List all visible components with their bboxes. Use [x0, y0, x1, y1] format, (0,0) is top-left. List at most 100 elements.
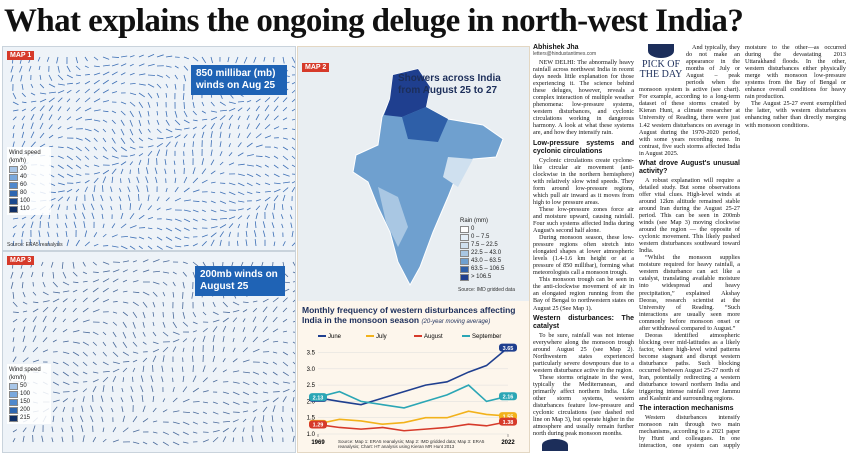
wind-arrow: [84, 56, 88, 62]
wind-arrow: [30, 214, 36, 220]
wind-arrow: [172, 321, 178, 329]
map-title: Showers across India from August 25 to 2…: [398, 73, 501, 96]
wind-arrow: [72, 298, 77, 303]
wind-arrow: [183, 56, 189, 60]
wind-arrow: [111, 407, 114, 413]
wind-arrow: [162, 409, 168, 413]
wind-arrow: [110, 186, 113, 193]
legend-label: June: [328, 334, 342, 340]
wind-arrow: [101, 213, 104, 220]
wind-arrow: [212, 335, 215, 343]
wind-arrow: [183, 176, 188, 184]
wind-arrow: [282, 155, 289, 161]
wind-arrow: [173, 160, 176, 166]
wind-arrow: [138, 214, 145, 220]
wind-arrow: [52, 306, 58, 313]
wind-arrow: [201, 110, 207, 114]
wind-arrow: [22, 301, 28, 305]
y-tick-label: 1.0: [307, 432, 316, 438]
legend-label: August: [424, 334, 443, 340]
wind-arrow: [142, 269, 150, 273]
wind-arrow: [282, 164, 289, 170]
legend-swatch: [9, 197, 18, 205]
wind-arrow: [30, 122, 34, 130]
wind-arrow: [182, 421, 190, 425]
wind-arrow: [66, 89, 72, 94]
wind-arrow: [39, 74, 42, 80]
wind-arrow: [84, 65, 89, 69]
wind-arrow: [62, 351, 70, 355]
wind-arrow: [273, 115, 279, 121]
wind-arrow: [182, 311, 186, 319]
legend-swatch: [9, 165, 18, 173]
legend-item: 200: [9, 406, 49, 414]
wind-arrow: [129, 154, 136, 157]
wind-arrow: [66, 155, 73, 161]
legend-swatch: [9, 181, 18, 189]
wind-arrow: [242, 309, 248, 313]
paragraph: Cyclonic circulations create cyclone-lik…: [533, 156, 634, 206]
wind-arrow: [192, 421, 198, 425]
wind-arrow: [102, 438, 107, 443]
wind-arrow: [192, 337, 196, 343]
wind-arrow: [264, 191, 271, 193]
wind-arrow: [129, 213, 135, 220]
wind-arrow: [210, 209, 217, 213]
wind-arrow: [201, 200, 207, 203]
map-1: MAP 1 850 millibar (mb) winds on Aug 25 …: [2, 46, 296, 251]
wind-arrow: [255, 199, 261, 202]
wind-arrow: [210, 56, 213, 64]
wind-arrow: [291, 173, 295, 175]
wind-arrow: [12, 141, 15, 148]
wind-arrow: [132, 376, 134, 383]
wind-arrow: [111, 91, 118, 94]
wind-arrow: [183, 227, 190, 231]
wind-arrow: [112, 439, 119, 443]
wind-arrow: [174, 236, 182, 241]
wind-arrow: [228, 123, 232, 130]
wind-arrow: [38, 230, 41, 238]
wind-arrow: [228, 200, 236, 204]
wind-arrow: [152, 331, 157, 337]
wind-arrow: [61, 427, 64, 433]
wind-arrow: [62, 381, 70, 386]
wind-arrow: [48, 114, 53, 121]
legend-label: 50: [20, 383, 27, 389]
wind-arrow: [75, 106, 81, 112]
wind-arrow: [291, 82, 295, 85]
wind-arrow: [212, 401, 218, 405]
wind-arrow: [21, 92, 26, 98]
wind-arrow: [52, 281, 58, 288]
wind-arrow: [219, 224, 227, 229]
wind-arrow: [21, 216, 27, 220]
wind-arrow: [122, 269, 128, 273]
wind-arrow: [152, 291, 158, 297]
wind-arrow: [262, 391, 269, 394]
wind-arrow: [120, 161, 127, 166]
wind-arrow: [62, 307, 67, 313]
wind-arrow: [65, 230, 68, 238]
wind-arrow: [232, 337, 235, 343]
wind-arrow: [242, 301, 249, 303]
wind-arrow: [210, 110, 218, 113]
wind-arrow: [182, 441, 189, 444]
wind-arrow: [290, 222, 293, 229]
wind-arrow: [129, 225, 137, 229]
wind-arrow: [132, 321, 136, 329]
wind-arrow: [62, 406, 66, 413]
wind-arrow: [138, 245, 143, 250]
y-tick-label: 3.5: [307, 351, 316, 357]
wind-arrow: [102, 299, 110, 303]
wind-arrow: [138, 119, 142, 127]
wind-arrow: [82, 288, 88, 293]
wind-arrow: [138, 110, 142, 118]
wind-arrow: [237, 142, 242, 148]
wind-arrow: [102, 370, 110, 373]
wind-arrow: [165, 65, 172, 68]
legend-title: Wind speed (km/h): [9, 150, 41, 164]
wind-arrow: [52, 415, 55, 423]
wind-arrow: [38, 65, 41, 71]
paragraph: During monsoon season, these low-pressur…: [533, 234, 634, 277]
wind-arrow: [102, 331, 107, 336]
wind-arrow: [222, 346, 225, 353]
